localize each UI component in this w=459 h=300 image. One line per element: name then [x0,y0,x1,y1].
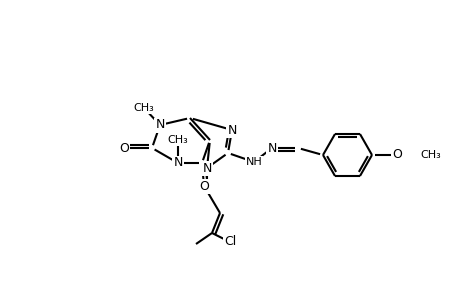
Text: N: N [155,118,164,131]
Text: N: N [173,157,182,169]
Text: CH₃: CH₃ [133,103,154,113]
Text: N: N [202,161,211,175]
Text: CH₃: CH₃ [167,135,188,145]
Text: N: N [227,124,236,136]
Text: O: O [391,148,401,161]
Text: N: N [267,142,276,154]
Text: NH: NH [245,157,262,167]
Text: Cl: Cl [224,236,235,248]
Text: O: O [119,142,129,154]
Text: O: O [199,179,208,193]
Text: CH₃: CH₃ [419,150,440,160]
